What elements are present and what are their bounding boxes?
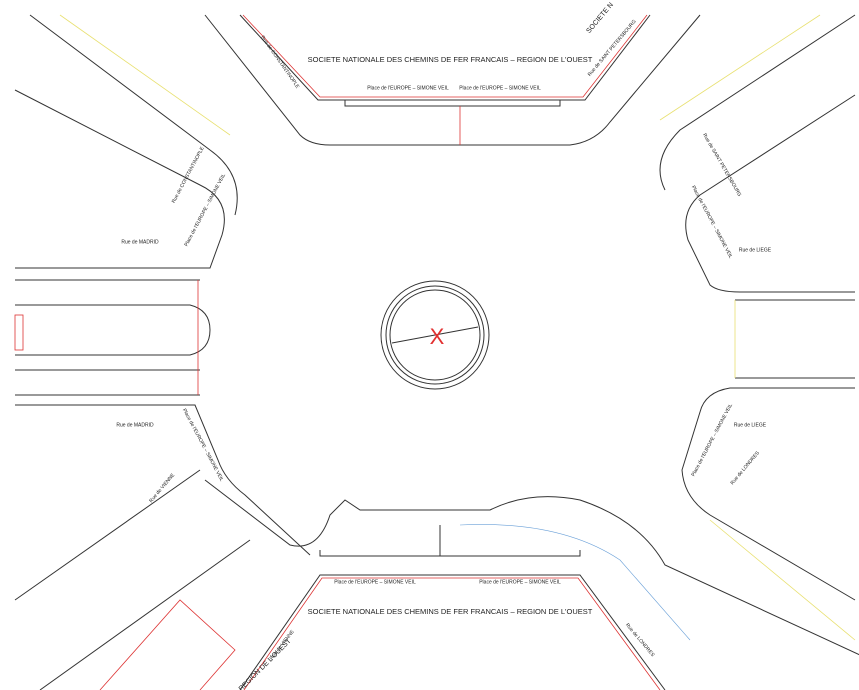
street-label: Place de l'EUROPE – SIMONE VEIL — [690, 403, 734, 478]
street-label: Rue de MADRID — [121, 239, 159, 245]
street-label: Place de l'EUROPE – SIMONE VEIL — [367, 85, 449, 91]
street-label: REGION DE L'OUEST — [238, 637, 293, 690]
street-label: Place de l'EUROPE – SIMONE VEIL — [459, 85, 541, 91]
street-label: Place de l'EUROPE – SIMONE VEIL — [183, 173, 227, 248]
center-marker: X — [430, 324, 445, 349]
road-geometry — [14, 14, 859, 690]
street-label: Rue de LIEGE — [734, 422, 767, 428]
street-label: Rue de VIENNE — [148, 472, 176, 504]
street-label: Place de l'EUROPE – SIMONE VEIL — [479, 579, 561, 585]
street-label: Rue de LIEGE — [739, 247, 772, 253]
street-label: Rue de MADRID — [116, 422, 154, 428]
street-label: Place de l'EUROPE – SIMONE VEIL — [690, 185, 734, 260]
street-label: Place de l'EUROPE – SIMONE VEIL — [181, 408, 225, 483]
street-label: Rue de CONSTANTINOPLE — [259, 35, 300, 91]
street-label: SOCIETE NATIONALE DES CHEMINS DE FER FRA… — [308, 607, 593, 616]
street-label: SOCIETE NATIONALE DES CHEMINS DE FER FRA… — [308, 55, 593, 64]
street-label: Rue de LONDRES — [730, 450, 762, 486]
street-label: SOCIETE N — [585, 2, 615, 35]
street-label: Rue de CONSTANTINOPLE — [171, 145, 206, 204]
street-label: Place de l'EUROPE – SIMONE VEIL — [334, 579, 416, 585]
street-label: Rue de SAINT PETERSBOURG — [701, 133, 742, 198]
